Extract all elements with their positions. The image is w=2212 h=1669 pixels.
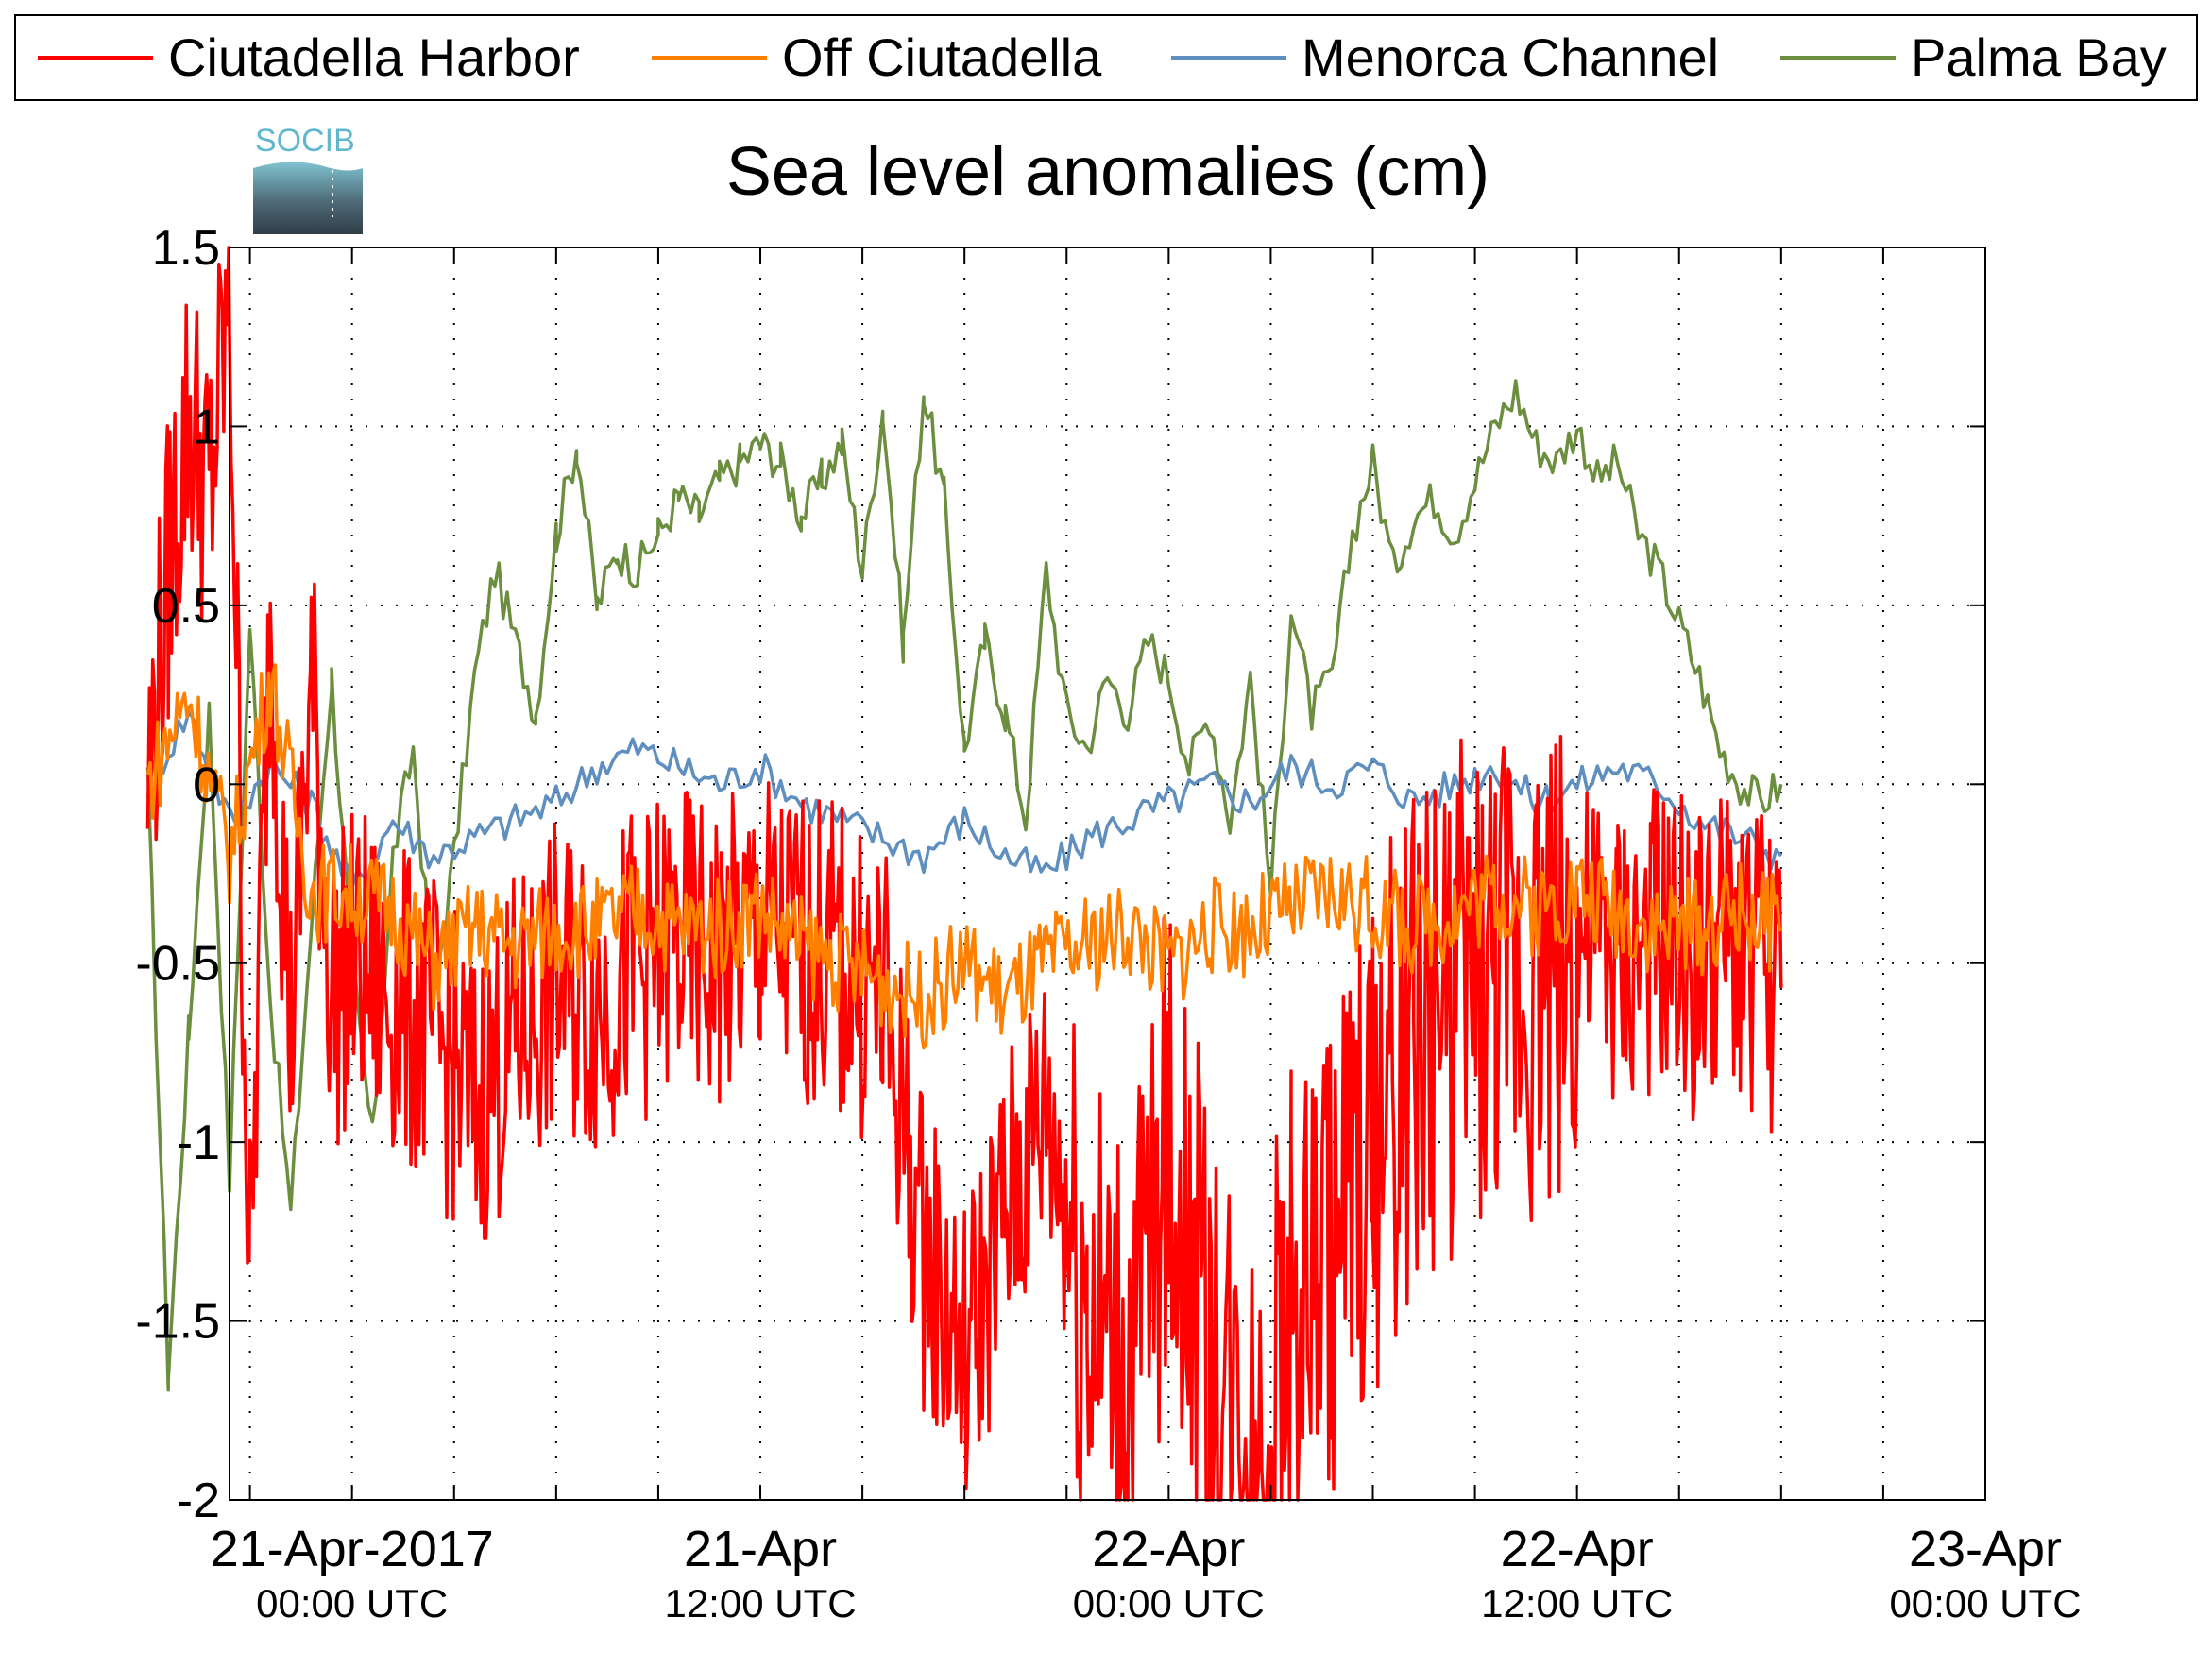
x-tick-label-date: 23-Apr bbox=[1909, 1521, 2062, 1577]
series-line-palma-bay bbox=[145, 379, 1783, 1392]
series-line-ciutadella-harbor bbox=[145, 246, 1783, 1502]
x-tick-label-date: 22-Apr bbox=[1092, 1521, 1245, 1577]
x-tick-label-date: 21-Apr bbox=[684, 1521, 837, 1577]
chart-title: Sea level anomalies (cm) bbox=[726, 134, 1489, 210]
socib-logo: SOCIB bbox=[253, 123, 363, 234]
y-tick-label: -1 bbox=[177, 1116, 220, 1170]
legend: Ciutadella Harbor Off Ciutadella Menorca C… bbox=[14, 14, 2198, 101]
y-tick-label: 1.5 bbox=[152, 221, 220, 276]
legend-label: Palma Bay bbox=[1911, 27, 2167, 87]
legend-label: Ciutadella Harbor bbox=[168, 27, 580, 87]
plot-area bbox=[145, 246, 1986, 1502]
x-tick-label-time: 00:00 UTC bbox=[256, 1581, 448, 1626]
x-tick-label-time: 00:00 UTC bbox=[1889, 1581, 2081, 1626]
y-tick-label: 0.5 bbox=[152, 579, 220, 634]
series-line-off-ciutadella bbox=[145, 663, 1783, 1050]
x-tick-label-date: 22-Apr bbox=[1501, 1521, 1654, 1577]
logo-text: SOCIB bbox=[255, 123, 355, 159]
y-tick-label: -1.5 bbox=[135, 1295, 220, 1350]
series-lines bbox=[145, 246, 1783, 1502]
y-tick-labels: 1.5 1 0.5 0 -0.5 -1 -1.5 -2 bbox=[135, 221, 220, 1528]
y-tick-label: 1 bbox=[193, 400, 220, 454]
axis-ticks bbox=[230, 247, 1985, 1501]
y-tick-label: 0 bbox=[193, 758, 220, 812]
x-tick-label-time: 12:00 UTC bbox=[1481, 1581, 1673, 1626]
legend-items: Ciutadella Harbor Off Ciutadella Menorca C… bbox=[38, 27, 2167, 87]
y-tick-label: -2 bbox=[177, 1473, 220, 1528]
x-tick-label-time: 00:00 UTC bbox=[1073, 1581, 1265, 1626]
legend-label: Off Ciutadella bbox=[782, 27, 1102, 87]
y-tick-label: -0.5 bbox=[135, 937, 220, 992]
grid-lines bbox=[230, 247, 1985, 1500]
x-tick-label-date: 21-Apr-2017 bbox=[211, 1521, 494, 1577]
legend-label: Menorca Channel bbox=[1302, 27, 1719, 87]
x-tick-label-time: 12:00 UTC bbox=[664, 1581, 856, 1626]
